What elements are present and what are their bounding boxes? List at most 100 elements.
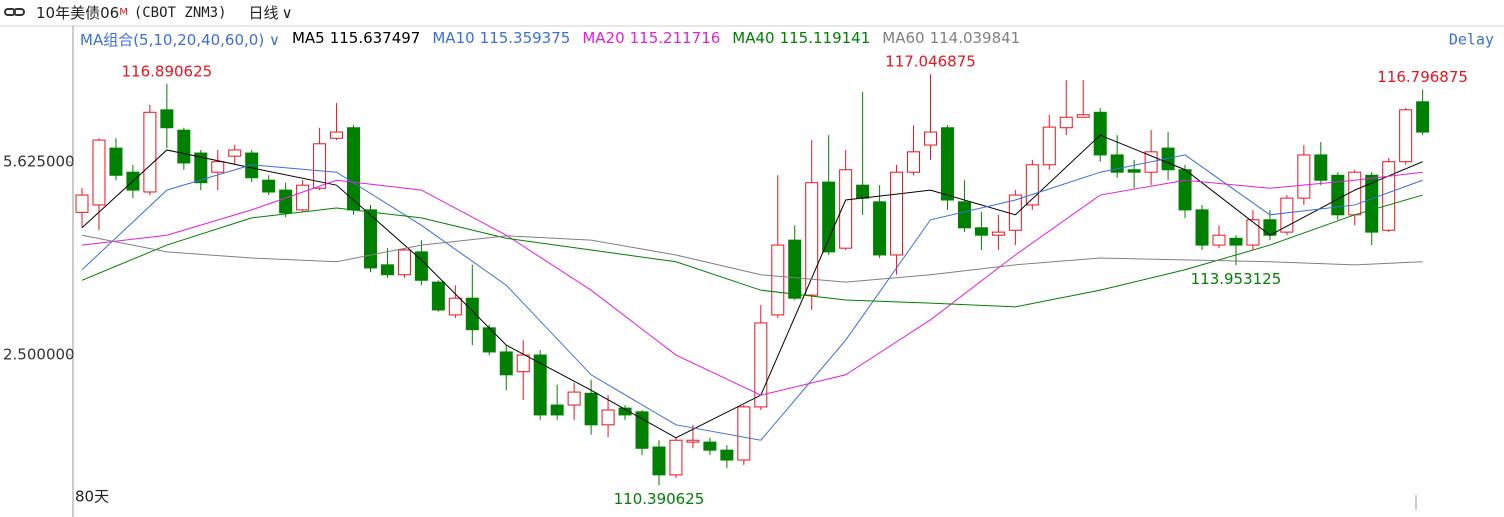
candle-body [228,149,242,157]
candle-body [771,244,785,316]
candle-body [1042,126,1056,166]
candle-body [160,109,174,129]
code: (CBOT ZNM3) [133,4,227,21]
candle-body [1229,237,1243,246]
candle-body [1093,111,1107,156]
candle-body [957,201,971,229]
ma-group[interactable]: MA组合(5,10,20,40,60,0) ∨ [80,31,280,49]
candle-body [1178,169,1192,211]
candle-body [567,391,581,406]
legend-item: MA10 115.359375 [432,29,570,50]
period[interactable]: 日线 [248,4,279,22]
candle-body [1127,169,1141,173]
candle-body [788,239,802,299]
high-label: 116.796875 [1377,68,1468,86]
candle-body [431,281,445,311]
candle-body [737,406,751,461]
low-label: 113.953125 [1191,270,1282,288]
candle-body [1280,197,1294,233]
candle-body [652,446,666,476]
legend-value: 115.119141 [779,29,871,47]
high-label: 116.890625 [122,62,213,80]
legend-value: 114.039841 [929,29,1021,47]
candle-body [1212,234,1226,246]
candle-body [92,139,106,206]
candle-body [347,127,361,211]
legend-name: MA40 [732,29,775,47]
candle-body [194,152,208,184]
candle-body [1246,219,1260,246]
legend-name: MA60 [882,29,925,47]
high-label: 117.046875 [885,53,976,71]
ma-group-label: MA组合(5,10,20,40,60,0) [80,31,265,49]
candle-body [991,231,1005,236]
dropdown-caret[interactable]: ∨ [281,3,293,22]
candle-body [686,439,700,443]
legend-name: MA5 [291,29,325,47]
candle-body [974,227,988,236]
instrument: 10年美债06 [36,4,120,22]
delay-label: Delay [1449,31,1494,49]
candle-body [262,179,276,193]
candle-body [75,194,89,213]
ma-line [81,171,1423,396]
ma-line [81,154,1423,441]
candle-body [635,411,649,449]
candle-body [890,171,904,256]
legend-item: MA20 115.211716 [582,29,720,50]
candle-body [533,354,547,416]
candle-body [822,181,836,253]
candle-body [703,441,717,451]
link-icon [4,8,25,16]
candle-body [1382,161,1396,231]
candle-body [296,184,310,211]
candle-body [924,131,937,146]
candle-body [1297,154,1311,199]
candle-body [448,297,462,316]
candle-body [873,201,887,256]
y-tick-label: 2.500000 [3,346,75,364]
candle-body [907,151,921,173]
candle-body [516,354,530,373]
candle-body [1399,109,1413,163]
ma-line [81,194,1423,308]
candle-body [1365,174,1379,233]
candle-body [940,127,954,201]
window-label: 80天 [75,488,109,506]
legend-value: 115.637497 [329,29,421,47]
candle-body [279,189,293,214]
candle-body [1348,171,1362,216]
candle-body [584,392,598,426]
ma-line [81,234,1423,283]
candle-body [754,322,768,408]
candle-body [618,407,632,416]
candle-body [109,147,123,176]
candle-body [397,249,411,276]
candle-body [1416,101,1430,133]
y-tick-label: 5.625000 [3,153,75,171]
legend-value: 115.211716 [629,29,721,47]
candle-body [1314,154,1328,181]
candle-body [380,264,394,276]
candle-body [482,327,496,353]
badge: M [119,7,128,18]
candle-body [177,129,191,164]
low-label: 110.390625 [614,490,705,508]
candle-body [363,209,377,269]
legend-item: MA5 115.637497 [292,29,420,50]
candle-body [465,297,479,331]
candle-body [839,169,853,249]
toolbar: 10年美债06 M (CBOT ZNM3) 日线 ∨ [36,2,293,23]
legend-name: MA10 [432,29,475,47]
candle-body [720,449,734,461]
legend-item: MA40 115.119141 [732,29,870,50]
candle-body [601,409,615,426]
candle-body [1331,174,1345,216]
candle-body [330,131,344,139]
legend-name: MA20 [582,29,625,47]
candle-body [313,143,327,189]
candle-body [805,182,819,296]
candle-body [1059,116,1073,129]
